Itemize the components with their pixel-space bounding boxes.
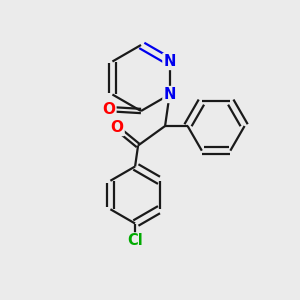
Text: O: O	[111, 120, 124, 135]
Text: N: N	[164, 87, 176, 102]
Text: Cl: Cl	[127, 233, 143, 248]
Text: O: O	[102, 102, 116, 117]
Text: N: N	[164, 54, 176, 69]
